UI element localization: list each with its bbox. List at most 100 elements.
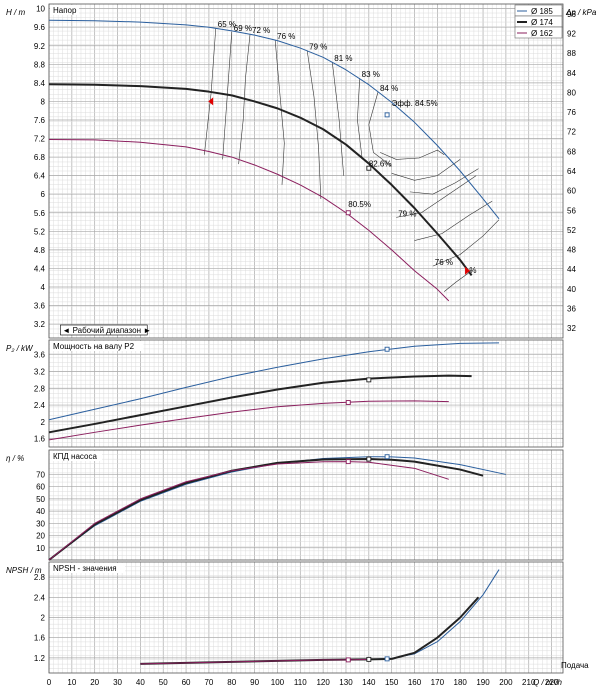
efficiency-isoline-label: 72 % bbox=[252, 26, 270, 35]
y-tick-label: 1.2 bbox=[34, 654, 46, 663]
panel-title: NPSH - значения bbox=[53, 564, 117, 573]
panel-title-bg bbox=[50, 451, 102, 461]
y-tick-label: 2.8 bbox=[34, 573, 46, 582]
curve-162 bbox=[48, 461, 449, 561]
efficiency-isoline bbox=[306, 50, 322, 199]
y-tick-label: 8.8 bbox=[34, 60, 46, 69]
y-tick-label: 3.6 bbox=[34, 351, 46, 360]
y-tick-label: 4.8 bbox=[34, 246, 46, 255]
efficiency-isoline bbox=[357, 78, 363, 158]
y-tick-label: 10 bbox=[36, 5, 45, 14]
x-tick-label: 220 bbox=[545, 678, 559, 687]
y-tick-label: 4 bbox=[41, 283, 46, 292]
curve-162 bbox=[48, 400, 449, 441]
operating-point-marker bbox=[345, 400, 351, 405]
operating-point-annotation: 82.6% bbox=[369, 159, 392, 168]
operating-point-marker bbox=[366, 377, 372, 383]
curve-162 bbox=[48, 138, 450, 302]
y-tick-label: 30 bbox=[36, 519, 45, 528]
x-tick-label: 110 bbox=[294, 678, 307, 687]
panel-2: Мощность на валу P2 P₂ / kW 1.6 2 2.4 2.8 3.2 3… bbox=[6, 339, 564, 448]
grid bbox=[48, 449, 563, 561]
panel-3: КПД насоса η / % 10 20 30 40 50 60 70 bbox=[6, 449, 564, 561]
y-tick-label: 2.4 bbox=[34, 593, 46, 602]
panel-title: Напор bbox=[53, 6, 77, 15]
x-tick-label: 190 bbox=[476, 678, 490, 687]
grid bbox=[48, 3, 563, 339]
y-axis-label: η / % bbox=[6, 454, 24, 463]
y-tick-label: 3.2 bbox=[34, 320, 46, 329]
y-tick-label: 1.6 bbox=[34, 634, 46, 643]
curve-174 bbox=[48, 83, 473, 276]
y-tick-label: 6.4 bbox=[34, 172, 46, 181]
y-right-tick-label: 88 bbox=[567, 49, 576, 58]
x-tick-label: 100 bbox=[271, 678, 285, 687]
legend-label: Ø 174 bbox=[531, 18, 553, 27]
panel-1: Напор H / m 3.2 3.6 4 4.4 4.8 5.2 5.6 6 6.4 6.8 7.2 7… bbox=[6, 3, 597, 339]
panel-title: Мощность на валу P2 bbox=[53, 342, 135, 351]
efficiency-isoline bbox=[274, 40, 285, 185]
legend-label: Ø 185 bbox=[531, 7, 553, 16]
x-tick-label: 10 bbox=[67, 678, 76, 687]
x-tick-label: 170 bbox=[431, 678, 445, 687]
operating-point-annotation: 80.5% bbox=[348, 200, 371, 209]
y-tick-label: 5.2 bbox=[34, 227, 46, 236]
panel-4: NPSH - значения NPSH / m 1.2 1.6 2 2.4 2.8 0 10 2… bbox=[6, 561, 589, 687]
x-tick-label: 130 bbox=[339, 678, 353, 687]
y-tick-label: 4.4 bbox=[34, 264, 46, 273]
y-right-tick-label: 64 bbox=[567, 167, 576, 176]
y-tick-label: 9.2 bbox=[34, 42, 46, 51]
y-right-tick-label: 72 bbox=[567, 128, 576, 137]
efficiency-isoline bbox=[368, 92, 392, 167]
end-percent-label: % bbox=[469, 266, 476, 275]
efficiency-isoline bbox=[222, 31, 233, 160]
efficiency-isoline bbox=[380, 149, 445, 160]
x-tick-label: 80 bbox=[227, 678, 236, 687]
y-tick-label: 50 bbox=[36, 495, 45, 504]
x-axis-label: Q / m³/h bbox=[533, 678, 562, 687]
operating-range-box bbox=[60, 324, 148, 336]
efficiency-isoline-label: 65 % bbox=[218, 20, 236, 29]
y-tick-label: 3.6 bbox=[34, 302, 46, 311]
operating-point-marker bbox=[345, 210, 351, 216]
efficiency-isoline bbox=[414, 200, 493, 241]
y-right-tick-label: 68 bbox=[567, 147, 576, 156]
efficiency-isoline-label: 76 % bbox=[277, 32, 295, 41]
y-tick-label: 3.2 bbox=[34, 367, 46, 376]
x-tick-label: 180 bbox=[454, 678, 468, 687]
x-tick-label: 120 bbox=[316, 678, 330, 687]
efficiency-isoline bbox=[391, 159, 461, 181]
y-right-axis-label: Δp / kPa bbox=[565, 8, 597, 17]
operating-point-marker bbox=[384, 454, 390, 460]
y-tick-label: 20 bbox=[36, 532, 45, 541]
x-tick-label: 210 bbox=[522, 678, 536, 687]
efficiency-isoline bbox=[409, 168, 479, 195]
y-right-tick-label: 48 bbox=[567, 246, 576, 255]
efficiency-isoline bbox=[444, 270, 472, 292]
panel-title-bg bbox=[50, 563, 125, 573]
y-right-tick-label: 80 bbox=[567, 88, 576, 97]
y-tick-label: 10 bbox=[36, 544, 45, 553]
x-tick-label: 60 bbox=[182, 678, 191, 687]
y-axis-label: NPSH / m bbox=[6, 566, 42, 575]
x-tick-label: 0 bbox=[47, 678, 52, 687]
y-tick-label: 2 bbox=[41, 418, 46, 427]
y-right-tick-label: 36 bbox=[567, 305, 576, 314]
x-tick-label: 150 bbox=[385, 678, 399, 687]
y-right-tick-label: 76 bbox=[567, 108, 576, 117]
x-axis-caption: Подача bbox=[561, 661, 589, 670]
y-tick-label: 2.8 bbox=[34, 384, 46, 393]
efficiency-isoline bbox=[396, 175, 477, 218]
y-right-tick-label: 40 bbox=[567, 285, 576, 294]
efficiency-isoline-label: 84 % bbox=[380, 84, 398, 93]
efficiency-isoline-label: 69 % bbox=[234, 24, 252, 33]
min-flow-marker bbox=[208, 97, 214, 106]
panel-frame bbox=[48, 449, 564, 561]
y-tick-label: 7.2 bbox=[34, 135, 46, 144]
efficiency-isoline-label: 81 % bbox=[334, 54, 352, 63]
panel-title: КПД насоса bbox=[53, 452, 97, 461]
y-tick-label: 40 bbox=[36, 507, 45, 516]
curve-174 bbox=[48, 458, 484, 561]
y-tick-label: 8 bbox=[41, 97, 46, 106]
y-tick-label: 2.4 bbox=[34, 401, 46, 410]
